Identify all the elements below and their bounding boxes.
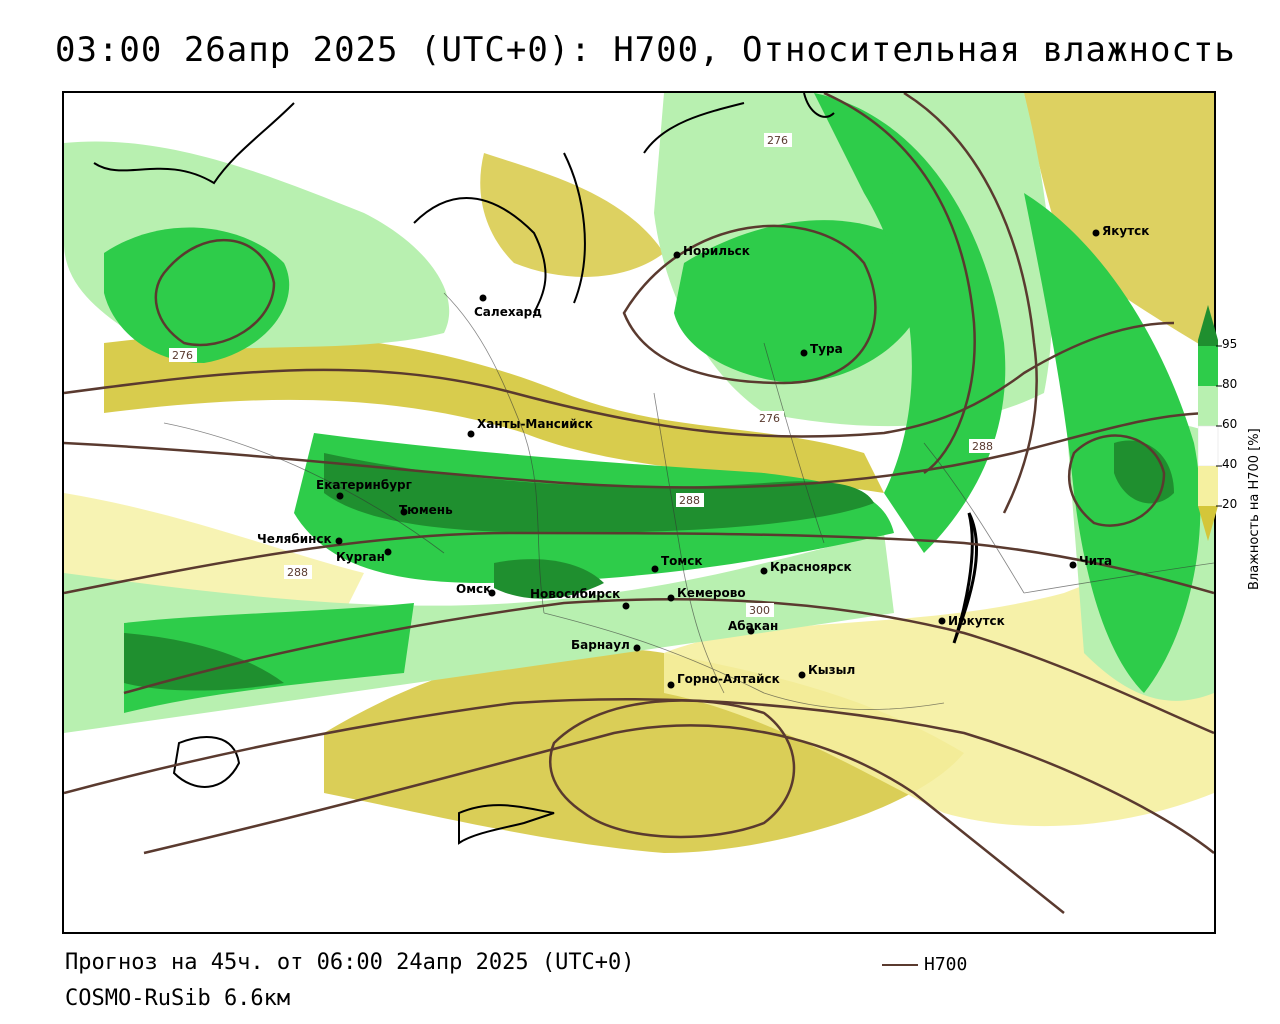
city-marker: [798, 671, 806, 679]
map-canvas: 276 276 276 288 288 288 300 Якутск Норил…: [64, 93, 1214, 914]
colorbar-band-60: [1198, 386, 1218, 426]
colorbar-tick-label: 95: [1222, 337, 1238, 351]
contour-label: 288: [972, 440, 993, 453]
city-label: Барнаул: [571, 638, 630, 652]
city-label: Иркутск: [948, 614, 1005, 628]
city-marker: [335, 537, 343, 545]
city-label: Горно-Алтайск: [677, 672, 780, 686]
city-marker: [1069, 561, 1077, 569]
contour-legend-line: [882, 963, 918, 966]
map-title: 03:00 26апр 2025 (UTC+0): H700, Относите…: [55, 30, 1236, 70]
city-marker: [747, 627, 755, 635]
city-marker: [467, 430, 475, 438]
city-label: Салехард: [474, 305, 542, 319]
contour-label: 276: [172, 349, 193, 362]
city-marker: [667, 681, 675, 689]
colorbar-bottom-triangle: [1198, 506, 1218, 541]
city-marker: [667, 594, 675, 602]
city-marker: [400, 508, 408, 516]
colorbar-title: Влажность на H700 [%]: [1247, 428, 1262, 590]
humidity-colorbar: [1198, 305, 1222, 541]
colorbar-band-40: [1198, 425, 1219, 467]
city-marker: [1092, 229, 1100, 237]
city-marker: [488, 589, 496, 597]
city-label: Курган: [336, 550, 385, 564]
colorbar-band-80: [1198, 346, 1218, 386]
humidity-field: [64, 93, 1214, 853]
cities: Якутск Норильск Салехард Тура Ханты-Манс…: [257, 224, 1149, 689]
colorbar-top-triangle: [1198, 305, 1218, 340]
model-name: COSMO-RuSib 6.6км: [65, 986, 291, 1011]
city-label: Абакан: [728, 619, 778, 633]
city-marker: [384, 548, 392, 556]
contour-label: 276: [767, 134, 788, 147]
city-label: Норильск: [683, 244, 750, 258]
contour-label: 288: [287, 566, 308, 579]
colorbar-band-20: [1198, 466, 1218, 506]
colorbar-tick-label: 60: [1222, 417, 1238, 431]
colorbar-tick-label: 20: [1222, 497, 1238, 511]
city-marker: [479, 294, 487, 302]
city-marker: [938, 617, 946, 625]
map-panel: 276 276 276 288 288 288 300 Якутск Норил…: [62, 91, 1216, 934]
city-label: Томск: [661, 554, 703, 568]
contour-legend: H700: [882, 954, 967, 975]
coastlines: [93, 93, 978, 845]
city-label: Якутск: [1102, 224, 1149, 238]
contour-label-group: 276 276 276 288 288 288 300: [169, 133, 997, 617]
city-marker: [633, 644, 641, 652]
city-label: Кемерово: [677, 586, 746, 600]
contour-label: 300: [749, 604, 770, 617]
city-marker: [651, 565, 659, 573]
city-label: Тюмень: [399, 503, 453, 517]
forecast-info: Прогноз на 45ч. от 06:00 24апр 2025 (UTC…: [65, 950, 635, 975]
city-label: Ханты-Мансийск: [477, 417, 593, 431]
city-label: Омск: [456, 582, 491, 596]
city-label: Тура: [810, 342, 843, 356]
city-label: Челябинск: [257, 532, 332, 546]
city-marker: [673, 251, 681, 259]
city-marker: [622, 602, 630, 610]
city-marker: [800, 349, 808, 357]
colorbar-band-95: [1198, 340, 1218, 346]
city-marker: [336, 492, 344, 500]
city-label: Екатеринбург: [316, 478, 412, 492]
city-label: Чита: [1079, 554, 1112, 568]
city-label: Красноярск: [770, 560, 852, 574]
city-marker: [760, 567, 768, 575]
colorbar-tick-label: 80: [1222, 377, 1238, 391]
h700-contours: [64, 93, 1214, 914]
contour-legend-label: H700: [924, 954, 968, 975]
contour-label: 276: [759, 412, 780, 425]
colorbar-tick-label: 40: [1222, 457, 1238, 471]
city-label: Кызыл: [808, 663, 855, 677]
city-label: Новосибирск: [530, 587, 620, 601]
contour-label: 288: [679, 494, 700, 507]
